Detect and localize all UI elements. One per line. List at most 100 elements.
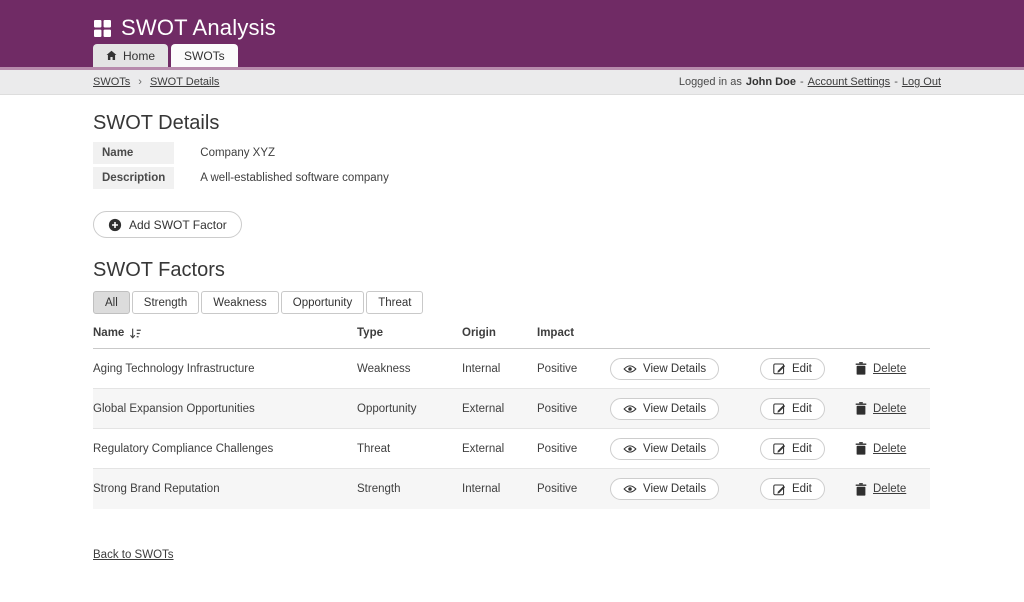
edit-button[interactable]: Edit	[760, 478, 825, 500]
swot-details-table: Name Company XYZ Description A well-esta…	[93, 139, 389, 192]
delete-link[interactable]: Delete	[873, 402, 907, 415]
factor-filter-tabs: All Strength Weakness Opportunity Threat	[93, 291, 930, 314]
column-header-impact[interactable]: Impact	[537, 327, 575, 339]
logout-link[interactable]: Log Out	[901, 76, 941, 88]
filter-opportunity[interactable]: Opportunity	[280, 291, 365, 314]
view-details-button[interactable]: View Details	[610, 357, 720, 380]
column-header-origin[interactable]: Origin	[462, 327, 496, 339]
tab-swots[interactable]: SWOTs	[171, 44, 238, 67]
session-prefix: Logged in as	[678, 76, 742, 88]
main-nav: Home SWOTs	[93, 44, 238, 67]
breadcrumb-link-swots[interactable]: SWOTs	[93, 76, 131, 88]
app-header: SWOT Analysis Home SWOTs	[0, 0, 1024, 70]
edit-icon	[773, 362, 786, 375]
table-row: Aging Technology Infrastructure Weakness…	[93, 349, 930, 389]
eye-icon	[623, 364, 637, 374]
edit-label: Edit	[792, 362, 812, 375]
factor-type: Strength	[357, 483, 401, 495]
trash-icon	[855, 482, 867, 496]
detail-label-description: Description	[93, 167, 175, 189]
trash-icon	[855, 442, 867, 455]
factor-impact: Positive	[537, 402, 578, 415]
edit-label: Edit	[792, 402, 812, 415]
factor-origin: External	[462, 442, 505, 455]
breadcrumb-bar: SWOTs › SWOT Details Logged in as John D…	[0, 70, 1024, 95]
delete-link[interactable]: Delete	[873, 442, 907, 455]
factor-type: Threat	[357, 442, 391, 455]
view-details-label: View Details	[643, 483, 707, 495]
tab-home-label: Home	[123, 48, 156, 63]
edit-icon	[773, 483, 786, 496]
app-title: SWOT Analysis	[121, 15, 277, 40]
table-row: Strong Brand Reputation Strength Interna…	[93, 469, 930, 509]
detail-row-description: Description A well-established software …	[93, 167, 389, 189]
add-swot-factor-label: Add SWOT Factor	[129, 217, 227, 232]
view-details-button[interactable]: View Details	[610, 478, 720, 500]
breadcrumb: SWOTs › SWOT Details	[93, 76, 219, 88]
factor-name: Strong Brand Reputation	[93, 483, 220, 495]
eye-icon	[623, 484, 637, 494]
column-header-name[interactable]: Name	[93, 327, 357, 340]
edit-button[interactable]: Edit	[760, 357, 825, 380]
filter-threat[interactable]: Threat	[366, 291, 424, 314]
view-details-label: View Details	[643, 402, 707, 415]
factor-impact: Positive	[537, 442, 578, 455]
edit-button[interactable]: Edit	[760, 397, 825, 420]
home-icon	[106, 50, 117, 61]
detail-value-name: Company XYZ	[200, 147, 276, 159]
table-row: Global Expansion Opportunities Opportuni…	[93, 389, 930, 429]
session-dash: -	[894, 76, 898, 88]
eye-icon	[623, 404, 637, 414]
factor-origin: Internal	[462, 362, 501, 375]
tab-home[interactable]: Home	[93, 44, 169, 67]
factor-impact: Positive	[537, 483, 578, 495]
detail-value-description: A well-established software company	[200, 172, 389, 184]
back-to-swots-link[interactable]: Back to SWOTs	[93, 549, 174, 561]
edit-icon	[773, 442, 786, 455]
factors-table: Name Type Origin Impact Aging Technology	[93, 318, 930, 509]
filter-all[interactable]: All	[93, 291, 130, 314]
app-brand: SWOT Analysis	[94, 15, 276, 41]
breadcrumb-separator: ›	[138, 76, 142, 88]
edit-button[interactable]: Edit	[760, 437, 825, 460]
edit-label: Edit	[792, 483, 812, 495]
session-info: Logged in as John Doe - Account Settings…	[679, 76, 941, 88]
factor-name: Global Expansion Opportunities	[93, 402, 255, 415]
delete-link[interactable]: Delete	[873, 483, 907, 495]
account-settings-link[interactable]: Account Settings	[807, 76, 891, 88]
factor-impact: Positive	[537, 362, 578, 375]
factors-table-header: Name Type Origin Impact	[93, 318, 930, 349]
factor-type: Opportunity	[357, 402, 417, 415]
factor-name: Aging Technology Infrastructure	[93, 362, 255, 375]
detail-label-name: Name	[93, 142, 175, 164]
breadcrumb-link-swot-details[interactable]: SWOT Details	[149, 76, 220, 88]
table-row: Regulatory Compliance Challenges Threat …	[93, 429, 930, 469]
column-header-type[interactable]: Type	[357, 327, 383, 339]
factors-table-body: Aging Technology Infrastructure Weakness…	[93, 349, 930, 509]
filter-weakness[interactable]: Weakness	[201, 291, 279, 314]
view-details-button[interactable]: View Details	[610, 397, 720, 420]
factor-type: Weakness	[357, 362, 411, 375]
factor-name: Regulatory Compliance Challenges	[93, 442, 274, 455]
trash-icon	[855, 402, 867, 415]
swot-details-heading: SWOT Details	[93, 112, 220, 134]
add-swot-factor-button[interactable]: Add SWOT Factor	[93, 211, 242, 238]
detail-row-name: Name Company XYZ	[93, 142, 389, 164]
view-details-label: View Details	[643, 442, 707, 455]
eye-icon	[623, 444, 637, 454]
factor-origin: Internal	[462, 483, 501, 495]
session-dash: -	[799, 76, 804, 88]
column-header-name-label: Name	[93, 327, 125, 339]
swot-factors-heading: SWOT Factors	[93, 259, 225, 281]
factor-origin: External	[462, 402, 505, 415]
delete-link[interactable]: Delete	[873, 362, 907, 375]
edit-icon	[773, 402, 786, 415]
sort-icon[interactable]	[129, 327, 142, 340]
filter-strength[interactable]: Strength	[131, 291, 200, 314]
trash-icon	[855, 362, 867, 375]
grid-icon	[94, 19, 111, 37]
view-details-button[interactable]: View Details	[610, 437, 720, 460]
main-content: SWOT Details Name Company XYZ Descriptio…	[0, 95, 1024, 563]
session-username: John Doe	[745, 76, 796, 88]
tab-swots-label: SWOTs	[184, 48, 225, 63]
